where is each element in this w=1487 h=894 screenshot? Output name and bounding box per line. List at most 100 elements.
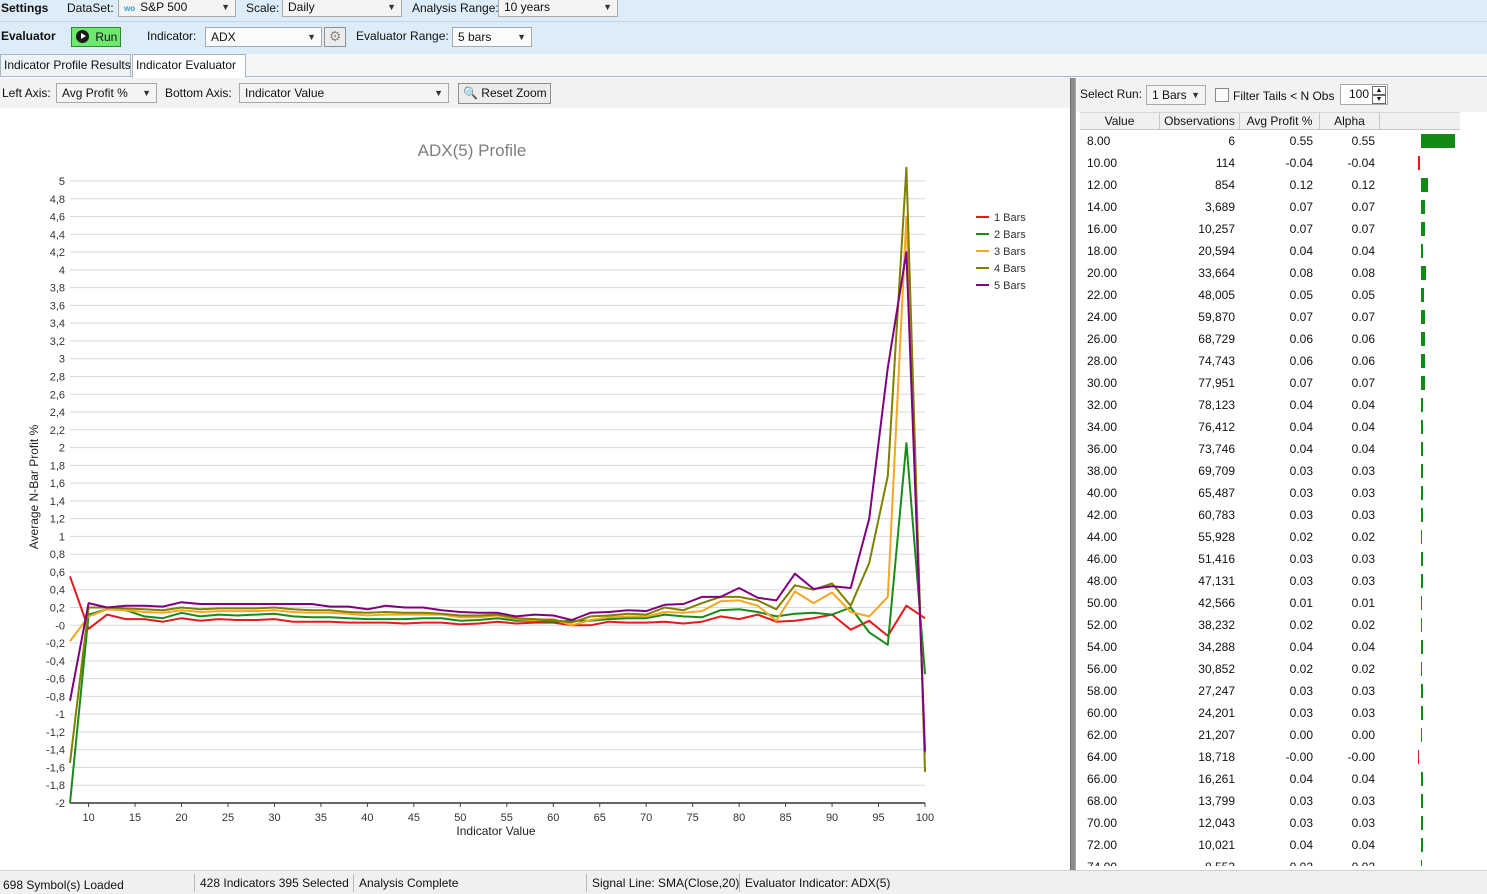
table-row[interactable]: 50.00 42,566 0.01 0.01 bbox=[1080, 592, 1470, 614]
x-tick-label: 15 bbox=[129, 812, 141, 824]
table-row[interactable]: 56.00 30,852 0.02 0.02 bbox=[1080, 658, 1470, 680]
column-header-avg-profit[interactable]: Avg Profit % bbox=[1240, 113, 1320, 130]
table-row[interactable]: 70.00 12,043 0.03 0.03 bbox=[1080, 812, 1470, 834]
select-run-select[interactable]: 1 Bars ▼ bbox=[1146, 85, 1206, 105]
tab-indicator-evaluator[interactable]: Indicator Evaluator bbox=[132, 54, 246, 78]
dataset-badge-icon: wo bbox=[124, 4, 136, 13]
alpha-cell: 0.04 bbox=[1351, 442, 1375, 456]
alpha-cell: 0.02 bbox=[1351, 662, 1375, 676]
filter-tails-checkbox[interactable] bbox=[1215, 88, 1229, 102]
tab-indicator-profile-results[interactable]: Indicator Profile Results bbox=[0, 54, 131, 76]
table-row[interactable]: 36.00 73,746 0.04 0.04 bbox=[1080, 438, 1470, 460]
x-tick-label: 55 bbox=[501, 812, 513, 824]
observations-cell: 20,594 bbox=[1198, 244, 1235, 258]
table-row[interactable]: 48.00 47,131 0.03 0.03 bbox=[1080, 570, 1470, 592]
y-tick-label: -1,4 bbox=[46, 745, 65, 757]
value-cell: 12.00 bbox=[1087, 178, 1118, 192]
bottom-axis-select[interactable]: Indicator Value ▼ bbox=[239, 83, 449, 103]
profile-chart[interactable]: ADX(5) Profile Average N-Bar Profit % In… bbox=[0, 108, 1070, 874]
spin-up-icon[interactable]: ▲ bbox=[1372, 86, 1386, 95]
alpha-cell: 0.06 bbox=[1351, 354, 1375, 368]
table-row[interactable]: 28.00 74,743 0.06 0.06 bbox=[1080, 350, 1470, 372]
observations-cell: 51,416 bbox=[1198, 552, 1235, 566]
alpha-bar bbox=[1421, 640, 1423, 654]
analysis-range-select[interactable]: 10 years ▼ bbox=[498, 0, 618, 17]
alpha-bar bbox=[1421, 684, 1423, 698]
table-row[interactable]: 60.00 24,201 0.03 0.03 bbox=[1080, 702, 1470, 724]
results-table-header: Value Observations Avg Profit % Alpha bbox=[1080, 112, 1460, 130]
alpha-bar bbox=[1421, 222, 1425, 236]
table-row[interactable]: 38.00 69,709 0.03 0.03 bbox=[1080, 460, 1470, 482]
table-row[interactable]: 32.00 78,123 0.04 0.04 bbox=[1080, 394, 1470, 416]
alpha-cell: 0.04 bbox=[1351, 244, 1375, 258]
legend-label: 3 Bars bbox=[994, 246, 1026, 258]
settings-bar: Settings DataSet: wo S&P 500 ▼ Scale: Dai… bbox=[0, 0, 1487, 22]
left-axis-select[interactable]: Avg Profit % ▼ bbox=[56, 83, 157, 103]
table-row[interactable]: 52.00 38,232 0.02 0.02 bbox=[1080, 614, 1470, 636]
column-header-alpha[interactable]: Alpha bbox=[1320, 113, 1380, 130]
results-table-body: 8.00 6 0.55 0.55 10.00 114 -0.04 -0.04 12.00 854 0… bbox=[1080, 130, 1470, 866]
avg-profit-cell: 0.55 bbox=[1289, 134, 1313, 148]
value-cell: 66.00 bbox=[1087, 772, 1118, 786]
value-cell: 74.00 bbox=[1087, 856, 1117, 866]
spin-down-icon[interactable]: ▼ bbox=[1372, 95, 1386, 104]
scale-select[interactable]: Daily ▼ bbox=[282, 0, 402, 17]
table-row[interactable]: 46.00 51,416 0.03 0.03 bbox=[1080, 548, 1470, 570]
column-header-observations[interactable]: Observations bbox=[1160, 113, 1240, 130]
chevron-down-icon: ▼ bbox=[142, 88, 151, 98]
avg-profit-cell: 0.03 bbox=[1289, 486, 1313, 500]
table-row[interactable]: 16.00 10,257 0.07 0.07 bbox=[1080, 218, 1470, 240]
value-cell: 38.00 bbox=[1087, 464, 1118, 478]
table-row[interactable]: 30.00 77,951 0.07 0.07 bbox=[1080, 372, 1470, 394]
avg-profit-cell: 0.02 bbox=[1289, 530, 1313, 544]
table-row[interactable]: 18.00 20,594 0.04 0.04 bbox=[1080, 240, 1470, 262]
table-row[interactable]: 72.00 10,021 0.04 0.04 bbox=[1080, 834, 1470, 856]
series-line-1-bars bbox=[69, 576, 926, 637]
table-row[interactable]: 14.00 3,689 0.07 0.07 bbox=[1080, 196, 1470, 218]
y-tick-label: 2 bbox=[59, 443, 65, 455]
table-row[interactable]: 68.00 13,799 0.03 0.03 bbox=[1080, 790, 1470, 812]
table-row[interactable]: 74.00 8,553 0.02 0.02 bbox=[1080, 856, 1470, 866]
alpha-bar bbox=[1421, 552, 1423, 566]
y-tick-label: -2 bbox=[55, 798, 65, 810]
table-row[interactable]: 12.00 854 0.12 0.12 bbox=[1080, 174, 1470, 196]
table-row[interactable]: 42.00 60,783 0.03 0.03 bbox=[1080, 504, 1470, 526]
status-symbols-loaded: 698 Symbol(s) Loaded bbox=[3, 878, 124, 892]
table-row[interactable]: 62.00 21,207 0.00 0.00 bbox=[1080, 724, 1470, 746]
table-row[interactable]: 66.00 16,261 0.04 0.04 bbox=[1080, 768, 1470, 790]
value-cell: 52.00 bbox=[1087, 618, 1118, 632]
value-cell: 70.00 bbox=[1087, 816, 1118, 830]
analysis-range-label: Analysis Range: bbox=[412, 1, 499, 15]
value-cell: 44.00 bbox=[1087, 530, 1118, 544]
series-line-4-bars bbox=[69, 166, 926, 772]
reset-zoom-button[interactable]: 🔍 Reset Zoom bbox=[458, 83, 551, 104]
table-row[interactable]: 24.00 59,870 0.07 0.07 bbox=[1080, 306, 1470, 328]
table-row[interactable]: 44.00 55,928 0.02 0.02 bbox=[1080, 526, 1470, 548]
observations-cell: 47,131 bbox=[1198, 574, 1235, 588]
indicator-select[interactable]: ADX ▼ bbox=[205, 27, 322, 47]
select-run-value: 1 Bars bbox=[1152, 88, 1187, 102]
bottom-axis-label: Bottom Axis: bbox=[165, 86, 232, 100]
table-row[interactable]: 54.00 34,288 0.04 0.04 bbox=[1080, 636, 1470, 658]
table-row[interactable]: 10.00 114 -0.04 -0.04 bbox=[1080, 152, 1470, 174]
table-row[interactable]: 20.00 33,664 0.08 0.08 bbox=[1080, 262, 1470, 284]
evaluator-range-select[interactable]: 5 bars ▼ bbox=[452, 27, 532, 47]
table-row[interactable]: 64.00 18,718 -0.00 -0.00 bbox=[1080, 746, 1470, 768]
table-row[interactable]: 8.00 6 0.55 0.55 bbox=[1080, 130, 1470, 152]
dataset-select[interactable]: wo S&P 500 ▼ bbox=[118, 0, 236, 17]
indicator-settings-button[interactable]: ⚙ bbox=[324, 27, 346, 47]
table-row[interactable]: 34.00 76,412 0.04 0.04 bbox=[1080, 416, 1470, 438]
table-row[interactable]: 22.00 48,005 0.05 0.05 bbox=[1080, 284, 1470, 306]
table-row[interactable]: 40.00 65,487 0.03 0.03 bbox=[1080, 482, 1470, 504]
n-obs-stepper[interactable]: 100 ▲ ▼ bbox=[1340, 84, 1388, 105]
table-row[interactable]: 26.00 68,729 0.06 0.06 bbox=[1080, 328, 1470, 350]
dataset-value: S&P 500 bbox=[140, 0, 188, 14]
alpha-cell: 0.55 bbox=[1351, 134, 1375, 148]
run-button[interactable]: Run bbox=[71, 27, 121, 47]
value-cell: 72.00 bbox=[1087, 838, 1118, 852]
panel-splitter[interactable] bbox=[1070, 78, 1076, 874]
table-row[interactable]: 58.00 27,247 0.03 0.03 bbox=[1080, 680, 1470, 702]
status-divider bbox=[739, 874, 740, 892]
avg-profit-cell: 0.02 bbox=[1290, 856, 1313, 866]
column-header-value[interactable]: Value bbox=[1080, 113, 1160, 130]
